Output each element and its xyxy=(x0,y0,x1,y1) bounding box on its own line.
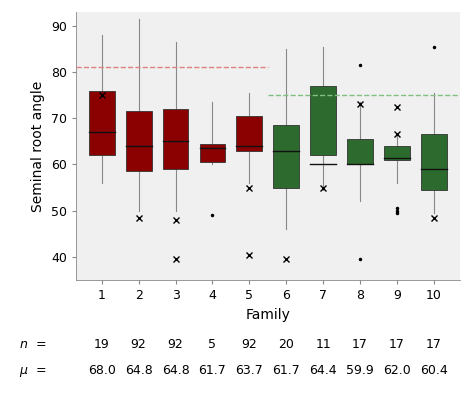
Text: 64.8: 64.8 xyxy=(125,364,153,377)
Bar xyxy=(126,111,152,172)
Text: 20: 20 xyxy=(278,338,294,351)
Bar xyxy=(384,146,410,160)
Text: 68.0: 68.0 xyxy=(88,364,116,377)
Text: $\mu$: $\mu$ xyxy=(19,365,28,379)
Text: 61.7: 61.7 xyxy=(199,364,226,377)
Text: 5: 5 xyxy=(209,338,217,351)
Text: $n$: $n$ xyxy=(19,338,28,351)
Bar xyxy=(200,144,225,162)
Text: 64.4: 64.4 xyxy=(310,364,337,377)
Text: 62.0: 62.0 xyxy=(383,364,411,377)
Y-axis label: Seminal root angle: Seminal root angle xyxy=(31,80,45,212)
Bar xyxy=(163,109,189,169)
Bar xyxy=(89,90,115,155)
Text: =: = xyxy=(36,364,46,377)
Text: 92: 92 xyxy=(241,338,257,351)
Text: 60.4: 60.4 xyxy=(420,364,448,377)
Text: 61.7: 61.7 xyxy=(273,364,300,377)
Bar xyxy=(273,125,299,188)
Text: 92: 92 xyxy=(131,338,146,351)
Bar xyxy=(310,86,336,155)
Bar xyxy=(237,116,262,151)
Text: 19: 19 xyxy=(94,338,109,351)
Text: 92: 92 xyxy=(168,338,183,351)
Text: 11: 11 xyxy=(315,338,331,351)
Text: 17: 17 xyxy=(352,338,368,351)
Text: =: = xyxy=(36,338,46,351)
Bar xyxy=(347,139,373,164)
Bar xyxy=(421,134,447,190)
X-axis label: Family: Family xyxy=(246,308,290,322)
Text: 63.7: 63.7 xyxy=(236,364,263,377)
Text: 17: 17 xyxy=(389,338,405,351)
Text: 64.8: 64.8 xyxy=(162,364,190,377)
Text: 59.9: 59.9 xyxy=(346,364,374,377)
Text: 17: 17 xyxy=(426,338,442,351)
